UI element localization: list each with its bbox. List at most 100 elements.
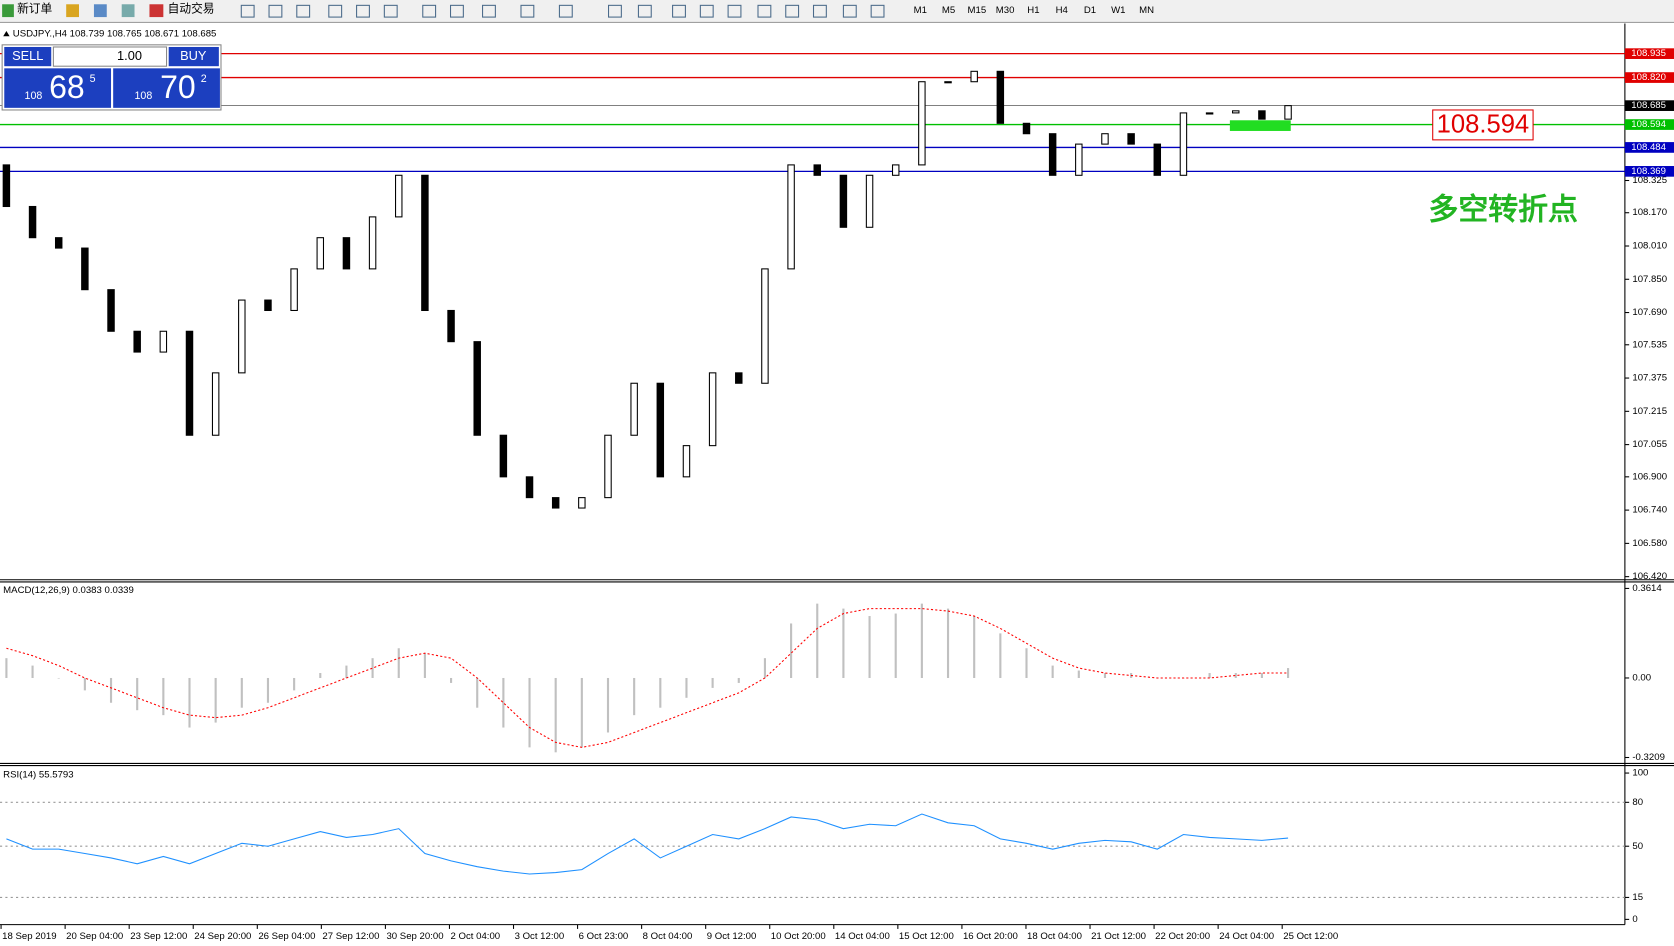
sell-big[interactable]: 108 [25, 90, 43, 102]
y-tick-label: 107.850 [1632, 274, 1667, 285]
buy-frac[interactable]: 2 [201, 73, 207, 85]
buy-price[interactable] [113, 68, 220, 108]
y-tick-label: 107.535 [1632, 339, 1667, 350]
collapse-arrow[interactable] [3, 30, 10, 37]
auto-trading[interactable]: 自动交易 [168, 2, 215, 16]
macd-bar [449, 677, 453, 683]
macd-bar [1077, 670, 1080, 678]
macd-bar [5, 658, 8, 678]
toolbar-icon[interactable] [482, 4, 496, 18]
timeframe-button[interactable]: H1 [1027, 5, 1039, 16]
y-tick-label: 50 [1632, 841, 1643, 852]
plot: 108.325 108.170 108.010 107.850 107.690 107.5… [0, 48, 1674, 942]
toolbar-icon[interactable] [422, 4, 437, 18]
x-tick-label: 6 Oct 23:00 [579, 931, 629, 942]
toolbar-icon[interactable] [842, 4, 857, 18]
buy-label[interactable]: BUY [180, 48, 207, 63]
level-label-box [1624, 48, 1674, 59]
macd-bar [816, 603, 819, 678]
toolbar-icon[interactable] [672, 4, 686, 18]
candle [813, 164, 821, 176]
timeframe-button[interactable]: MN [1139, 5, 1154, 16]
candle [918, 81, 926, 166]
timeframe-button[interactable]: M5 [942, 5, 955, 16]
sell-price[interactable] [4, 68, 112, 108]
toolbar-icon[interactable] [727, 4, 742, 18]
macd-bar [842, 608, 845, 678]
y-tick-label: 100 [1632, 768, 1648, 779]
new-order[interactable]: 新订单 [17, 2, 52, 16]
sell-pips[interactable]: 68 [49, 69, 85, 105]
candle [1153, 143, 1162, 176]
x-tick-label: 18 Oct 04:00 [1027, 931, 1082, 942]
macd-bar [633, 677, 636, 716]
timeframe-button[interactable]: M1 [914, 5, 927, 16]
level-label: 108.820 [1631, 72, 1666, 83]
toolbar-icon[interactable] [785, 4, 800, 18]
macd-bar [162, 677, 165, 716]
timeframe-button[interactable]: D1 [1084, 5, 1096, 16]
toolbar-icon[interactable] [328, 4, 343, 18]
toolbar-icon[interactable] [757, 4, 772, 18]
toolbar-icon[interactable] [637, 4, 652, 18]
macd-bar [1051, 665, 1054, 678]
candle [1048, 133, 1057, 176]
sell-button[interactable] [4, 46, 52, 67]
timeframe-button[interactable]: M15 [968, 5, 987, 16]
toolbar-icon[interactable] [520, 4, 535, 18]
timeframe-button[interactable]: W1 [1111, 5, 1125, 16]
macd-bar [580, 677, 583, 748]
macd-bar [711, 677, 714, 688]
toolbar-icon[interactable] [812, 4, 827, 18]
lot-input[interactable] [52, 46, 168, 67]
sell-frac[interactable]: 5 [90, 73, 96, 85]
toolbar-icon[interactable] [93, 4, 107, 18]
x-tick-label: 18 Sep 2019 [2, 931, 56, 942]
toolbar-icon[interactable] [296, 4, 311, 18]
candle [185, 330, 194, 436]
toolbar-icon[interactable] [699, 4, 714, 18]
toolbar-icon[interactable] [240, 4, 255, 18]
toolbar-icon[interactable] [449, 4, 464, 18]
annotation-price: 108.594 [1437, 111, 1530, 139]
x-tick-label: 24 Oct 04:00 [1219, 931, 1274, 942]
lot-value[interactable]: 1.00 [117, 48, 142, 63]
toolbar-icon[interactable] [607, 4, 622, 18]
y-tick-label: 108.010 [1632, 241, 1667, 252]
macd-bar [293, 677, 296, 691]
y-tick-label: 107.690 [1632, 307, 1667, 318]
toolbar-icon[interactable] [870, 4, 885, 18]
level-label-box [1624, 166, 1674, 177]
candle [159, 330, 168, 353]
candle [708, 372, 717, 447]
macd-bar [1286, 668, 1290, 678]
toolbar-icon[interactable] [558, 4, 573, 18]
x-tick-label: 3 Oct 12:00 [515, 931, 565, 942]
toolbar-icon[interactable] [66, 4, 80, 18]
level-label-box [1624, 142, 1674, 153]
macd-bar [109, 677, 113, 703]
macd-bar [266, 677, 270, 703]
candle [395, 174, 403, 218]
toolbar-icon[interactable] [356, 4, 370, 18]
x-tick-label: 30 Sep 20:00 [386, 931, 443, 942]
buy-button[interactable] [168, 46, 219, 67]
auto-trading-icon[interactable] [149, 4, 164, 18]
new-order-icon[interactable] [2, 4, 14, 18]
macd-bar [57, 677, 60, 679]
candle [865, 174, 874, 228]
timeframe-button[interactable]: M30 [996, 5, 1015, 16]
candle [839, 174, 848, 228]
sell-label[interactable]: SELL [12, 48, 43, 63]
toolbar-icon[interactable] [268, 4, 283, 18]
toolbar-icon[interactable] [383, 4, 398, 18]
y-tick-label: 0 [1632, 914, 1637, 925]
timeframe-button[interactable]: H4 [1056, 5, 1069, 16]
buy-big[interactable]: 108 [135, 90, 153, 102]
toolbar-icon[interactable] [121, 4, 135, 18]
macd-bar [1103, 673, 1107, 678]
buy-pips[interactable]: 70 [160, 69, 196, 105]
level-label: 108.594 [1631, 119, 1666, 130]
quote-panel: SELL 1.00 BUY 108 68 5 108 70 2 [1, 44, 222, 111]
macd-bar [737, 677, 740, 683]
